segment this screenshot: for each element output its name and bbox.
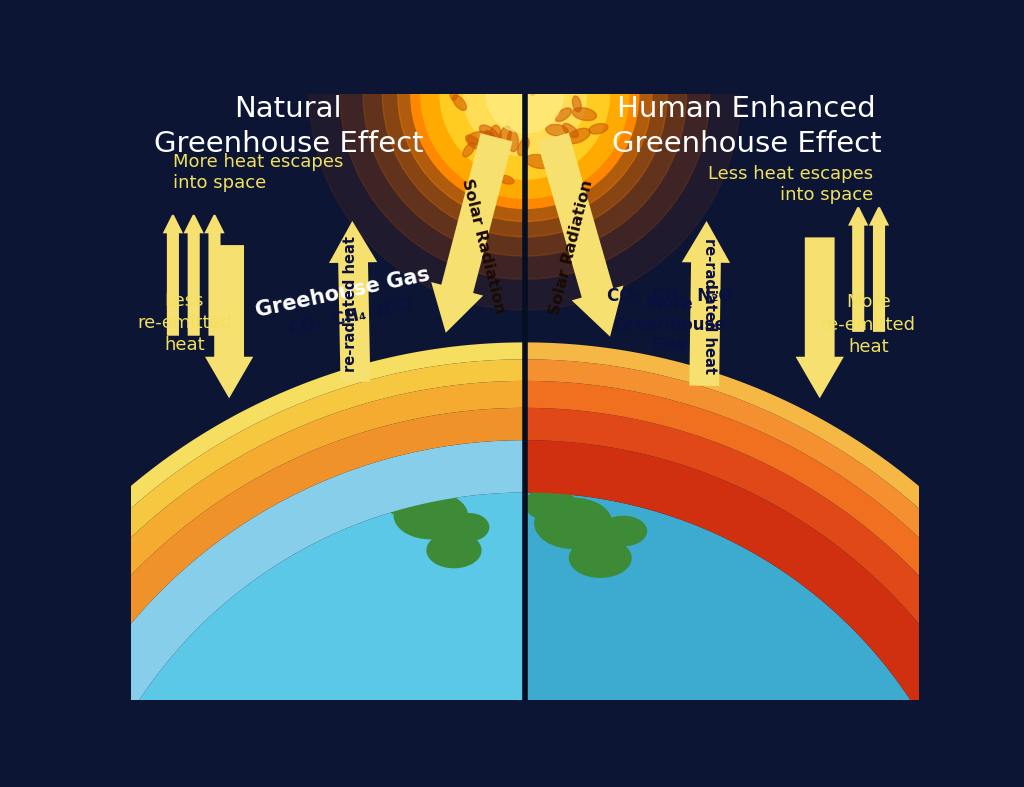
Ellipse shape — [427, 533, 481, 567]
Circle shape — [421, 0, 629, 198]
Polygon shape — [524, 381, 1024, 787]
Polygon shape — [0, 408, 524, 787]
Polygon shape — [10, 440, 524, 787]
Ellipse shape — [489, 125, 501, 149]
Ellipse shape — [562, 124, 579, 138]
FancyArrow shape — [798, 238, 842, 397]
Ellipse shape — [484, 131, 496, 146]
FancyArrow shape — [870, 208, 888, 331]
Polygon shape — [524, 342, 1024, 787]
Text: More heat escapes
into space: More heat escapes into space — [173, 153, 343, 192]
Ellipse shape — [589, 124, 608, 134]
Ellipse shape — [566, 128, 590, 143]
Text: CO₂  CH₄  N₂O: CO₂ CH₄ N₂O — [287, 295, 414, 339]
Ellipse shape — [453, 95, 467, 110]
FancyArrow shape — [185, 216, 202, 334]
Circle shape — [364, 0, 686, 256]
Ellipse shape — [572, 108, 596, 120]
Ellipse shape — [479, 125, 499, 141]
Polygon shape — [0, 342, 524, 787]
Text: CO₂  CH₄  N₂O: CO₂ CH₄ N₂O — [607, 287, 732, 305]
Circle shape — [411, 0, 639, 209]
Text: More
Greenhouse
Gas: More Greenhouse Gas — [613, 295, 726, 354]
Text: Human Enhanced
Greenhouse Effect: Human Enhanced Greenhouse Effect — [611, 95, 882, 158]
Ellipse shape — [383, 485, 425, 515]
Text: Solar Radiation: Solar Radiation — [547, 179, 595, 317]
Polygon shape — [524, 360, 1024, 787]
Ellipse shape — [451, 85, 458, 100]
Ellipse shape — [499, 176, 514, 184]
Ellipse shape — [517, 138, 529, 156]
FancyArrow shape — [331, 223, 376, 381]
Ellipse shape — [508, 130, 518, 152]
Ellipse shape — [394, 493, 467, 539]
Polygon shape — [0, 360, 524, 787]
Ellipse shape — [572, 96, 582, 112]
Text: Natural
Greenhouse Effect: Natural Greenhouse Effect — [154, 95, 423, 158]
Polygon shape — [524, 408, 1024, 787]
Ellipse shape — [451, 514, 488, 541]
Circle shape — [340, 0, 710, 279]
Text: re-radiated heat: re-radiated heat — [342, 236, 357, 372]
Ellipse shape — [535, 498, 611, 549]
Ellipse shape — [600, 516, 646, 545]
FancyArrow shape — [684, 223, 728, 385]
Circle shape — [463, 33, 587, 156]
Ellipse shape — [525, 488, 575, 520]
Ellipse shape — [525, 154, 553, 168]
Polygon shape — [524, 493, 987, 787]
Text: More
re-emitted
heat: More re-emitted heat — [820, 294, 915, 356]
Polygon shape — [0, 381, 524, 787]
Ellipse shape — [467, 131, 494, 145]
Polygon shape — [62, 493, 524, 787]
Circle shape — [486, 56, 563, 133]
FancyArrow shape — [433, 135, 511, 331]
Ellipse shape — [569, 539, 631, 577]
Text: Less heat escapes
into space: Less heat escapes into space — [709, 165, 873, 204]
Circle shape — [382, 0, 668, 237]
Text: Less
re-emitted
heat: Less re-emitted heat — [137, 292, 232, 354]
Ellipse shape — [463, 142, 475, 157]
Ellipse shape — [546, 124, 568, 136]
FancyArrow shape — [850, 208, 866, 331]
Text: re-radiated heat: re-radiated heat — [702, 238, 717, 374]
Circle shape — [397, 0, 652, 221]
FancyArrow shape — [206, 216, 223, 334]
FancyArrow shape — [165, 216, 181, 334]
Ellipse shape — [529, 82, 536, 95]
FancyArrow shape — [207, 246, 252, 397]
Text: Greehouse Gas: Greehouse Gas — [253, 264, 431, 320]
Circle shape — [440, 9, 609, 179]
Ellipse shape — [466, 135, 481, 149]
Text: Solar Radiation: Solar Radiation — [459, 177, 507, 316]
FancyArrow shape — [539, 134, 622, 334]
Ellipse shape — [499, 126, 511, 149]
Circle shape — [309, 0, 740, 310]
Polygon shape — [524, 440, 1024, 787]
Ellipse shape — [555, 108, 571, 121]
